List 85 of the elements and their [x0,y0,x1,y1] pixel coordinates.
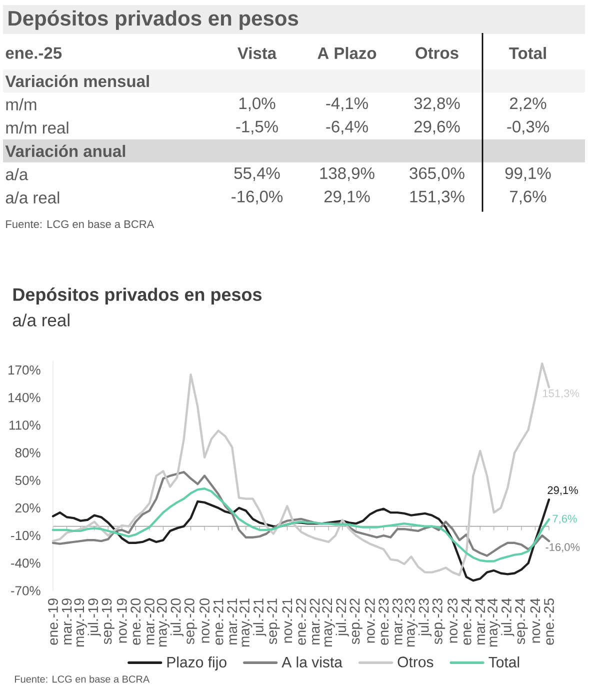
text: 7,6% [510,190,546,204]
x-tick-label: sep.-20 [184,598,198,644]
x-tick-label: mar.-20 [144,598,154,644]
text: 151,3% [410,190,464,204]
text: 138,9% [320,167,374,182]
text: ene.-25 [6,47,62,59]
text: -1,5% [236,120,278,134]
y-tick-label: 80% [15,448,40,458]
category-label: Otros [416,47,458,59]
text: Variación mensual [5,74,149,88]
text: -4,1% [326,98,368,112]
x-tick-label: sep.-21 [267,598,280,644]
x-tick-label: nov.-20 [200,598,210,643]
text: 32,8% [414,97,460,112]
data-label: -16,0% [546,543,580,552]
x-tick-label: jul.-23 [418,598,432,636]
text: 365,0% [410,167,464,182]
x-tick-label: mar.-19 [62,598,72,644]
x-tick-label: ene.-22 [296,598,306,645]
text: Depósitos privados en pesos [8,10,298,30]
x-tick-label: jul.-19 [88,598,101,636]
x-tick-label: nov.-19 [116,598,127,643]
text: 29,1% [324,190,370,204]
y-tick-label: 110% [10,420,40,430]
x-tick-label: mar.-23 [392,598,402,644]
category-label: A Plazo [318,46,376,60]
x-tick-label: nov.-24 [530,598,540,643]
x-tick-label: ene.-21 [213,598,224,645]
y-tick-label: 170% [8,365,40,375]
x-tick-label: ene.-25 [544,598,554,645]
x-tick-label: mar.-21 [227,598,238,644]
x-tick-label: nov.-22 [364,598,375,643]
y-tick-label: -70% [11,586,40,596]
x-tick-label: mar.-24 [475,598,486,644]
x-tick-label: sep.-24 [515,598,528,644]
y-tick-label: 50% [15,476,40,485]
category-label: Total [509,46,546,60]
x-tick-label: ene.-20 [130,598,141,645]
legend-label: Total [488,656,520,668]
x-tick-label: nov.-23 [448,598,458,643]
text: -0,3% [507,120,549,134]
category-label: a/a [6,168,28,180]
chart-subtitle: a/a real [12,314,70,326]
x-tick-label: sep.-23 [432,598,446,644]
data-label: 29,1% [548,486,578,496]
category-label: m/m real [6,122,68,134]
x-tick-label: ene.-19 [48,598,58,645]
source-note: Fuente: LCG en base a BCRA [15,675,150,683]
x-tick-label: ene.-23 [378,598,389,645]
x-tick-label: jul.-22 [336,598,349,636]
x-tick-label: may.-22 [322,598,335,647]
category-label: a/a real [6,191,60,204]
x-tick-label: sep.-19 [102,598,114,644]
text: 55,4% [234,167,280,181]
category-label: Vista [238,46,277,60]
x-tick-label: may.-24 [488,598,500,647]
x-tick-label: ene.-24 [461,598,472,645]
text: 2,2% [510,97,546,112]
category-label: m/m [6,98,36,110]
y-tick-label: -40% [11,558,40,568]
x-tick-label: nov.-21 [282,598,292,643]
x-tick-label: may.-20 [156,598,170,647]
x-tick-label: mar.-22 [310,598,320,644]
y-tick-label: 20% [15,503,40,513]
x-tick-label: may.-23 [404,598,418,647]
chart-title: Depósitos privados en pesos [13,288,262,304]
text: Variación anual [5,144,126,158]
text: 29,6% [414,120,460,134]
text: -6,4% [326,120,368,134]
text: 99,1% [505,167,551,182]
source-note: Fuente: LCG en base a BCRA [6,220,154,228]
x-tick-label: may.-19 [74,598,87,647]
legend-label: Plazo fijo [167,656,226,670]
x-tick-label: jul.-21 [253,598,266,636]
x-tick-label: jul.-24 [501,598,514,636]
x-tick-label: may.-21 [240,598,252,647]
legend-label: A la vista [282,656,342,668]
y-tick-label: -10% [11,530,40,540]
text: 1,0% [239,97,276,112]
data-label: 7,6% [552,514,577,524]
x-tick-label: jul.-20 [170,598,184,636]
text: -16,0% [232,190,283,204]
y-tick-label: 140% [8,392,40,402]
legend-label: Otros [398,656,434,668]
x-tick-label: sep.-22 [350,598,362,644]
